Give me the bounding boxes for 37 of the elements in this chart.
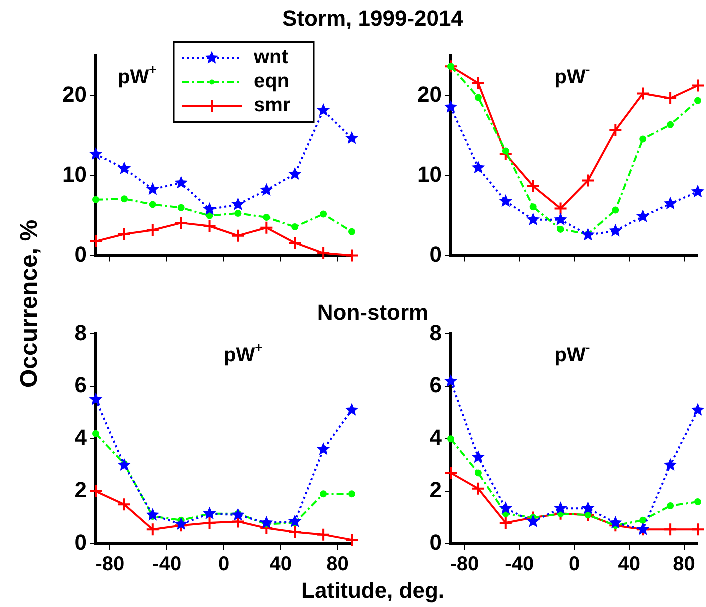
legend-label: wnt bbox=[253, 46, 289, 69]
annotation: pW+ bbox=[118, 62, 158, 89]
annotation: pW- bbox=[554, 62, 590, 89]
x-tick-label: -40 bbox=[152, 554, 182, 576]
y-tick-label: 4 bbox=[74, 425, 88, 450]
y-axis-title: Occurrence, % bbox=[16, 218, 44, 390]
y-tick-label: 2 bbox=[430, 478, 442, 503]
x-tick-label: 40 bbox=[618, 554, 641, 576]
y-tick-label: 8 bbox=[430, 320, 442, 346]
y-tick-label: 0 bbox=[430, 242, 442, 267]
x-tick-label: 0 bbox=[568, 554, 580, 576]
chart-title: Storm, 1999-2014 bbox=[282, 6, 464, 32]
legend-label: eqn bbox=[254, 70, 290, 93]
y-tick-label: 0 bbox=[430, 530, 442, 556]
x-tick-label: 80 bbox=[673, 554, 696, 576]
y-tick-label: 2 bbox=[74, 478, 87, 503]
y-tick-label: 4 bbox=[430, 425, 443, 450]
y-tick-label: 6 bbox=[430, 372, 442, 398]
y-tick-label: 10 bbox=[62, 162, 87, 188]
x-tick-label: -80 bbox=[96, 554, 125, 576]
y-tick-label: 0 bbox=[74, 242, 87, 267]
y-tick-label: 10 bbox=[418, 162, 442, 188]
y-tick-label: 20 bbox=[62, 82, 87, 108]
annotation: pW- bbox=[554, 340, 590, 367]
legend-label: smr bbox=[254, 94, 291, 117]
y-tick-label: 0 bbox=[74, 530, 87, 556]
x-tick-label: 80 bbox=[326, 554, 349, 576]
x-tick-label: 0 bbox=[218, 554, 230, 576]
x-axis-title: Latitude, deg. bbox=[300, 578, 446, 604]
y-tick-label: 8 bbox=[74, 320, 87, 346]
annotation: pW+ bbox=[224, 340, 264, 367]
y-tick-label: 20 bbox=[418, 82, 442, 108]
x-tick-label: 40 bbox=[270, 554, 292, 576]
y-tick-label: 6 bbox=[74, 372, 87, 398]
x-tick-label: -80 bbox=[450, 554, 480, 576]
x-tick-label: -40 bbox=[505, 554, 534, 576]
chart-title: Non-storm bbox=[317, 300, 429, 325]
